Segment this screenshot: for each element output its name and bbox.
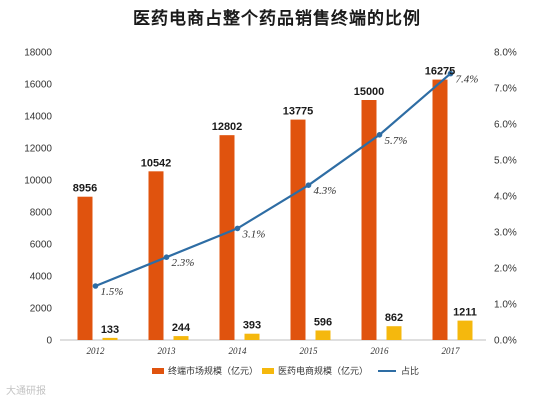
y-left-tick-label: 8000 [30, 208, 53, 219]
ratio-point [163, 254, 170, 260]
x-tick-label: 2015 [300, 346, 319, 356]
x-tick-label: 2013 [158, 346, 177, 356]
bar-terminal-label: 16275 [425, 66, 456, 78]
bar-terminal [219, 135, 235, 340]
bar-ecommerce-label: 393 [243, 320, 261, 332]
y-left-tick-label: 6000 [30, 240, 53, 251]
y-right-tick-label: 8.0% [494, 48, 517, 59]
bar-ecommerce [457, 320, 473, 340]
bar-terminal-label: 10542 [141, 157, 172, 169]
bar-terminal-label: 8956 [73, 183, 97, 195]
y-right-tick-label: 6.0% [494, 120, 517, 131]
bar-ecommerce [244, 333, 260, 340]
bar-ecommerce-label: 244 [172, 322, 191, 334]
y-left-tick-label: 14000 [24, 112, 52, 123]
y-right-tick-label: 5.0% [494, 156, 517, 167]
legend-swatch-ecommerce [262, 368, 274, 374]
bar-ecommerce [386, 326, 402, 340]
bar-ecommerce [102, 337, 118, 340]
y-left-tick-label: 18000 [24, 48, 52, 59]
ratio-point-label: 1.5% [101, 286, 124, 298]
y-left-tick-label: 4000 [30, 272, 53, 283]
bar-terminal [361, 100, 377, 340]
bar-ecommerce [173, 336, 189, 340]
ratio-point-label: 4.3% [314, 185, 337, 197]
ratio-point [234, 225, 241, 232]
y-left-tick-label: 10000 [24, 176, 52, 187]
bar-ecommerce-label: 862 [385, 312, 403, 324]
bar-terminal-label: 13775 [283, 106, 314, 118]
y-right-tick-label: 4.0% [494, 192, 517, 203]
bars [77, 79, 473, 340]
legend-label-ratio: 占比 [401, 365, 419, 377]
ratio-point-label: 3.1% [242, 228, 266, 240]
y-left-tick-label: 16000 [24, 80, 52, 91]
y-right-tick-label: 7.0% [494, 84, 517, 95]
bar-ecommerce-label: 1211 [453, 307, 477, 319]
x-tick-label: 2016 [371, 346, 390, 356]
x-tick-label: 2014 [229, 346, 248, 356]
legend-label-ecommerce: 医药电商规模（亿元） [278, 365, 368, 377]
y-right-tick-label: 2.0% [494, 264, 517, 275]
axes: 0 2000 4000 6000 8000 10000 12000 14000 16000 180… [24, 48, 517, 357]
bar-terminal-label: 15000 [354, 86, 385, 98]
ratio-point [305, 182, 312, 188]
y-right-tick-label: 3.0% [494, 228, 517, 239]
legend-swatch-terminal [152, 368, 164, 374]
y-left-tick-label: 2000 [30, 304, 53, 315]
bar-ecommerce-label: 133 [101, 324, 119, 336]
bar-terminal [290, 119, 306, 340]
ratio-point-label: 5.7% [385, 135, 408, 147]
bar-terminal-label: 12802 [212, 121, 243, 133]
y-right-tick-label: 1.0% [494, 300, 517, 311]
bar-ecommerce [315, 330, 331, 340]
watermark: 大通研报 [6, 386, 46, 397]
y-left-tick-label: 0 [46, 336, 52, 347]
ratio-point [92, 283, 99, 289]
ratio-point [376, 132, 383, 138]
bar-ecommerce-label: 596 [314, 316, 332, 328]
ratio-point-label: 2.3% [172, 257, 195, 269]
x-tick-label: 2012 [87, 346, 106, 356]
ratio-point-label: 7.4% [456, 74, 479, 86]
bar-terminal [77, 196, 93, 340]
y-right-tick-label: 0.0% [494, 336, 517, 347]
chart-title: 医药电商占整个药品销售终端的比例 [133, 9, 421, 29]
y-left-tick-label: 12000 [24, 144, 52, 155]
data-labels: 8956 133 10542 244 12802 393 13775 596 15000 862 1… [73, 66, 479, 336]
bar-terminal [432, 79, 448, 340]
legend: 终端市场规模（亿元） 医药电商规模（亿元） 占比 [152, 365, 419, 377]
x-tick-label: 2017 [442, 346, 461, 356]
legend-label-terminal: 终端市场规模（亿元） [168, 365, 258, 377]
ratio-point [447, 70, 454, 77]
ratio-line-path [95, 72, 452, 288]
ratio-line [92, 70, 454, 289]
bar-terminal [148, 171, 164, 340]
